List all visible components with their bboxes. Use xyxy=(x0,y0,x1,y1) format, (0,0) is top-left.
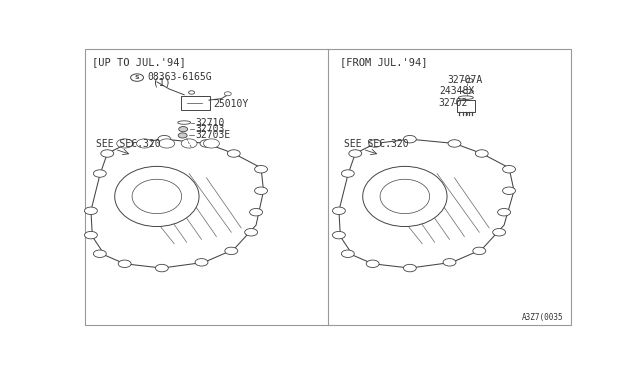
Circle shape xyxy=(121,140,134,147)
Circle shape xyxy=(473,247,486,254)
Polygon shape xyxy=(91,139,264,268)
Circle shape xyxy=(244,228,257,236)
Ellipse shape xyxy=(178,121,191,124)
Ellipse shape xyxy=(132,179,182,214)
Polygon shape xyxy=(339,139,514,268)
Circle shape xyxy=(131,74,143,81)
Text: A3Z7(0035: A3Z7(0035 xyxy=(522,313,564,322)
Text: 24348X: 24348X xyxy=(440,86,475,96)
Circle shape xyxy=(349,150,362,157)
Text: [UP TO JUL.'94]: [UP TO JUL.'94] xyxy=(92,58,186,68)
Circle shape xyxy=(84,207,97,215)
Circle shape xyxy=(101,150,114,157)
Circle shape xyxy=(156,264,168,272)
Circle shape xyxy=(498,208,511,216)
Text: (1): (1) xyxy=(154,77,171,87)
Circle shape xyxy=(225,247,237,254)
Circle shape xyxy=(341,250,355,257)
Text: SEE SEC.320: SEE SEC.320 xyxy=(96,139,161,149)
Circle shape xyxy=(332,207,346,215)
Circle shape xyxy=(366,260,379,267)
Circle shape xyxy=(200,140,213,147)
Circle shape xyxy=(341,170,355,177)
Text: 32710: 32710 xyxy=(195,118,225,128)
Text: 08363-6165G: 08363-6165G xyxy=(147,72,212,82)
Circle shape xyxy=(181,139,197,148)
Circle shape xyxy=(466,78,473,83)
Text: 32703E: 32703E xyxy=(195,131,230,141)
Circle shape xyxy=(93,250,106,257)
Circle shape xyxy=(502,166,515,173)
Circle shape xyxy=(93,170,106,177)
Circle shape xyxy=(502,187,515,195)
Circle shape xyxy=(403,135,416,143)
Circle shape xyxy=(493,228,506,236)
Text: [FROM JUL.'94]: [FROM JUL.'94] xyxy=(340,58,428,68)
Ellipse shape xyxy=(380,179,429,214)
Circle shape xyxy=(369,140,381,147)
Circle shape xyxy=(178,133,187,138)
Circle shape xyxy=(255,166,268,173)
Circle shape xyxy=(448,140,461,147)
FancyBboxPatch shape xyxy=(180,96,210,110)
Circle shape xyxy=(158,135,171,143)
Text: 32702: 32702 xyxy=(438,97,467,108)
Circle shape xyxy=(255,187,268,195)
Circle shape xyxy=(136,139,152,148)
Circle shape xyxy=(159,139,175,148)
Circle shape xyxy=(227,150,240,157)
Circle shape xyxy=(250,208,262,216)
Circle shape xyxy=(116,139,132,148)
Ellipse shape xyxy=(363,166,447,227)
FancyBboxPatch shape xyxy=(457,100,475,112)
Circle shape xyxy=(476,150,488,157)
Circle shape xyxy=(179,126,188,132)
Circle shape xyxy=(118,260,131,267)
Circle shape xyxy=(225,92,231,96)
Circle shape xyxy=(443,259,456,266)
Circle shape xyxy=(84,231,97,239)
Circle shape xyxy=(403,264,416,272)
Circle shape xyxy=(332,231,346,239)
Circle shape xyxy=(189,91,195,94)
Ellipse shape xyxy=(463,89,474,93)
Text: 25010Y: 25010Y xyxy=(213,99,248,109)
Ellipse shape xyxy=(458,96,474,99)
Text: S: S xyxy=(135,75,140,80)
Circle shape xyxy=(204,139,220,148)
Text: SEE SEC.320: SEE SEC.320 xyxy=(344,139,408,149)
Text: 32707A: 32707A xyxy=(447,76,483,86)
Ellipse shape xyxy=(115,166,199,227)
Circle shape xyxy=(195,259,208,266)
Text: 32703: 32703 xyxy=(195,124,225,134)
